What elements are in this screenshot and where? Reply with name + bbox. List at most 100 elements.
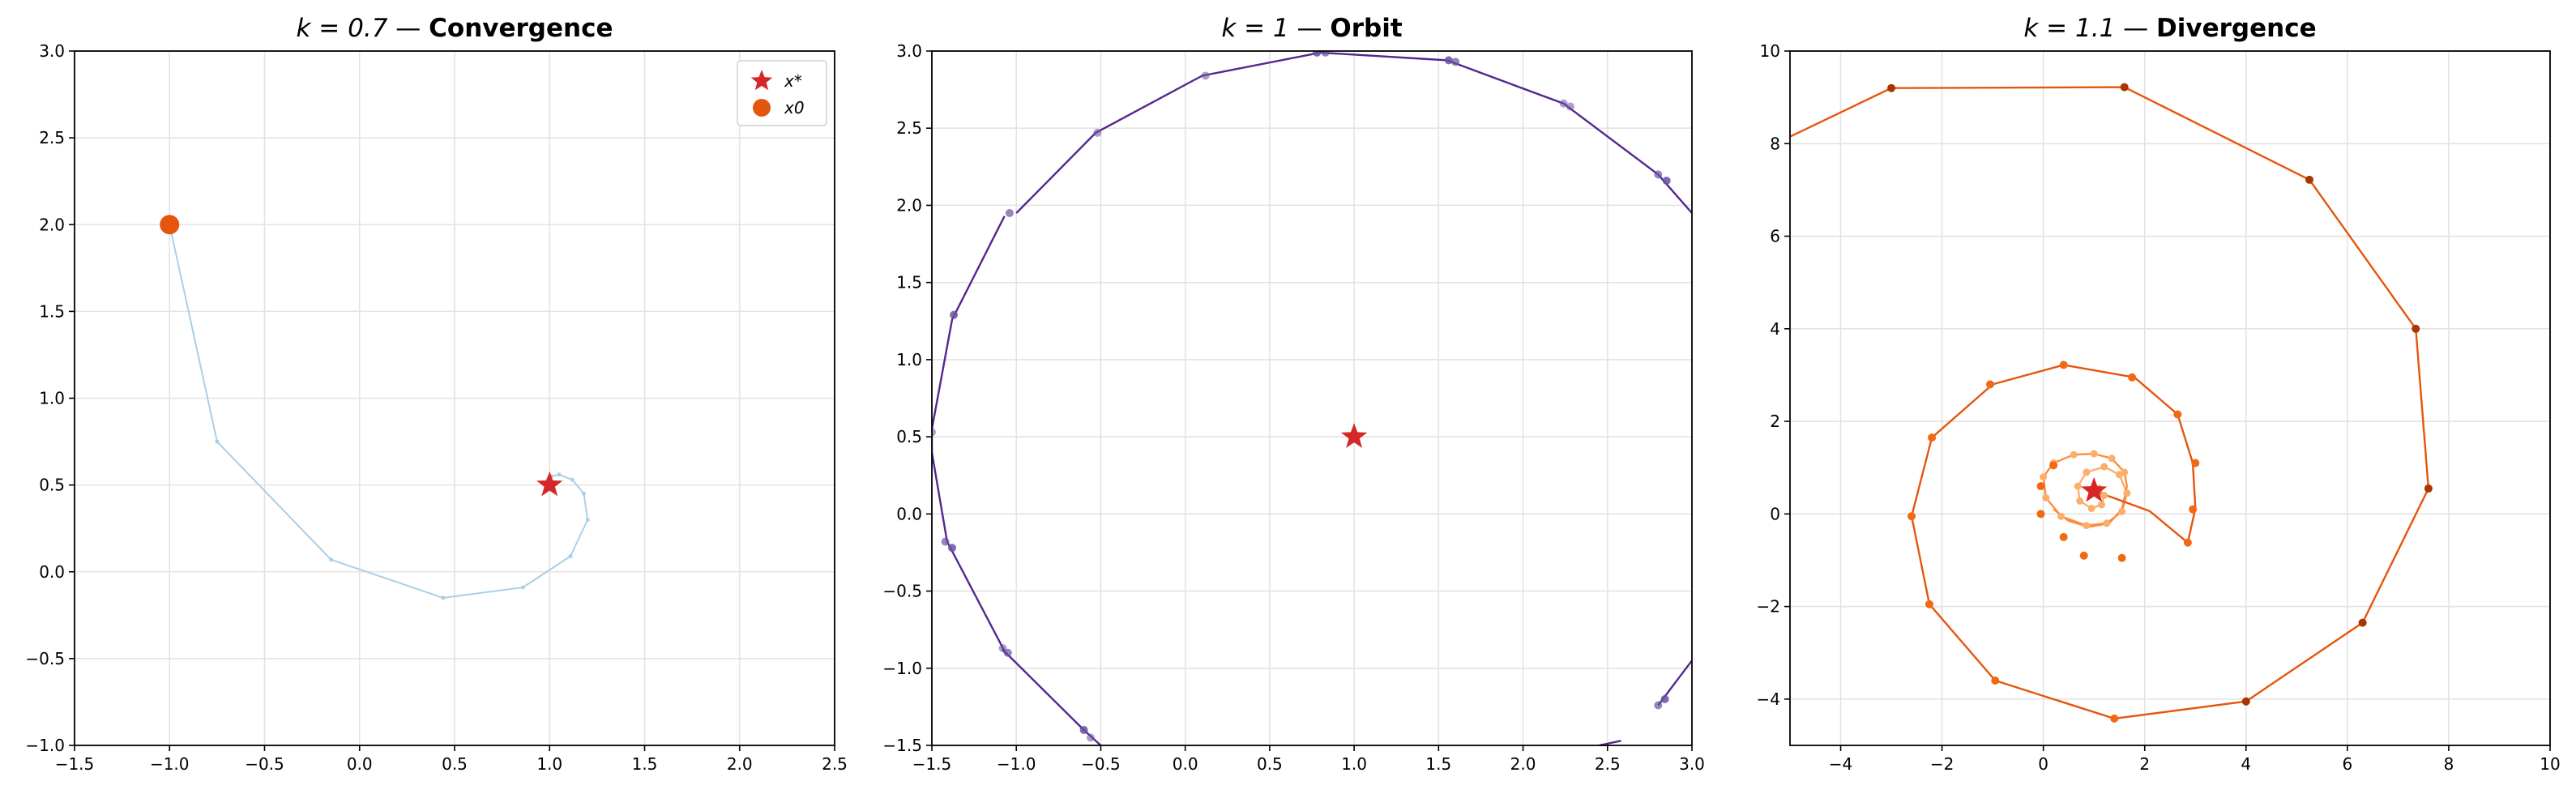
legend-box	[737, 60, 827, 126]
data-point	[948, 544, 957, 553]
data-point	[2191, 459, 2200, 467]
data-point	[2083, 468, 2091, 476]
y-tick-label: 1.5	[896, 273, 922, 292]
x-tick-label: 3.0	[1679, 754, 1705, 774]
y-tick-label: 2.0	[39, 215, 65, 234]
x-tick-label: 0.0	[1173, 754, 1198, 774]
data-point	[2173, 410, 2182, 419]
start-point-marker	[160, 215, 180, 235]
data-point	[2100, 463, 2108, 471]
x-tick-label: −0.5	[245, 754, 284, 774]
x-tick-label: 8	[2444, 754, 2454, 774]
y-tick-label: −0.5	[882, 582, 922, 601]
y-tick-label: 2.5	[39, 128, 65, 147]
x-tick-label: 0.5	[1257, 754, 1283, 774]
legend-label-star: x*	[784, 71, 802, 91]
data-point	[1887, 83, 1896, 92]
legend-star-icon	[750, 70, 773, 91]
data-point	[2087, 504, 2095, 512]
data-point	[2424, 484, 2433, 493]
data-point	[2079, 551, 2088, 560]
x-tick-label: −2	[1930, 754, 1954, 774]
data-point	[1321, 51, 1330, 57]
plot-area	[1790, 83, 2433, 723]
x-tick-label: 1.5	[1425, 754, 1451, 774]
data-point	[2098, 501, 2106, 509]
data-point	[570, 477, 575, 482]
x-tick-label: 6	[2342, 754, 2352, 774]
data-point	[1451, 58, 1460, 66]
data-point	[2057, 512, 2065, 520]
chart-title: k = 1 — Orbit	[1221, 14, 1403, 43]
data-point	[1086, 733, 1095, 742]
x-tick-label: −1.5	[55, 754, 95, 774]
y-tick-label: 3.0	[39, 41, 65, 61]
y-tick-label: 2.0	[896, 195, 922, 215]
plot-area	[932, 51, 1692, 745]
y-tick-label: 6	[1770, 227, 1780, 246]
chart-title: k = 1.1 — Divergence	[2023, 14, 2316, 43]
axes-frame	[1789, 50, 2551, 746]
y-tick-label: 1.0	[39, 389, 65, 408]
data-point	[329, 557, 334, 562]
chart-title: k = 0.7 — Convergence	[297, 14, 613, 43]
y-tick-label: 0.5	[896, 427, 922, 446]
y-tick-label: 4	[1770, 319, 1780, 339]
y-tick-label: −2	[1757, 597, 1780, 617]
series-line	[1015, 51, 1692, 214]
x-tick-label: 0.0	[347, 754, 373, 774]
title-separator: —	[2115, 14, 2156, 43]
x-tick-label: −1.0	[997, 754, 1036, 774]
data-point	[950, 310, 959, 319]
y-tick-label: 8	[1770, 134, 1780, 153]
data-point	[2090, 450, 2098, 458]
data-point	[2120, 83, 2129, 92]
data-point	[2100, 491, 2108, 499]
data-point	[2241, 697, 2250, 706]
data-point	[2358, 618, 2367, 627]
x-tick-label: −0.5	[1081, 754, 1121, 774]
data-point	[1662, 176, 1671, 185]
x-tick-label: 10	[2540, 754, 2560, 774]
data-point	[2123, 489, 2131, 497]
data-point	[1925, 600, 1933, 608]
x-tick-label: 0.5	[442, 754, 468, 774]
y-tick-label: −1.0	[882, 659, 922, 678]
y-tick-label: −4	[1757, 689, 1780, 709]
data-point	[2036, 510, 2045, 519]
data-point	[2117, 553, 2126, 562]
x-tick-label: −1.5	[912, 754, 952, 774]
y-tick-label: −1.0	[25, 736, 65, 755]
data-point	[557, 472, 562, 477]
data-point	[1003, 648, 1012, 657]
data-point	[568, 553, 573, 558]
data-point	[2042, 493, 2050, 502]
data-point	[215, 439, 220, 444]
x-tick-label: 1.0	[536, 754, 562, 774]
title-math: k = 0.7	[297, 14, 388, 43]
title-bold: Orbit	[1330, 14, 1402, 43]
data-point	[2183, 538, 2192, 547]
axes-frame	[74, 50, 835, 746]
y-tick-label: 2	[1770, 412, 1780, 431]
data-point	[441, 596, 446, 600]
y-tick-label: 0.5	[39, 476, 65, 495]
legend: x* x0	[737, 60, 827, 126]
data-point	[1566, 102, 1574, 111]
title-separator: —	[387, 14, 429, 43]
data-point	[1907, 512, 1916, 521]
data-point	[1005, 208, 1014, 217]
data-point	[1986, 380, 1995, 389]
x-tick-label: −4	[1829, 754, 1852, 774]
data-point	[2070, 450, 2078, 459]
data-point	[581, 491, 586, 496]
x-tick-label: 2.0	[1510, 754, 1536, 774]
title-bold: Divergence	[2156, 14, 2317, 43]
x-tick-label: 2.0	[727, 754, 753, 774]
series-line	[169, 224, 589, 599]
series-line	[1790, 86, 2430, 720]
x-tick-label: 2.5	[1595, 754, 1621, 774]
data-point	[585, 517, 590, 522]
data-point	[2076, 497, 2084, 505]
